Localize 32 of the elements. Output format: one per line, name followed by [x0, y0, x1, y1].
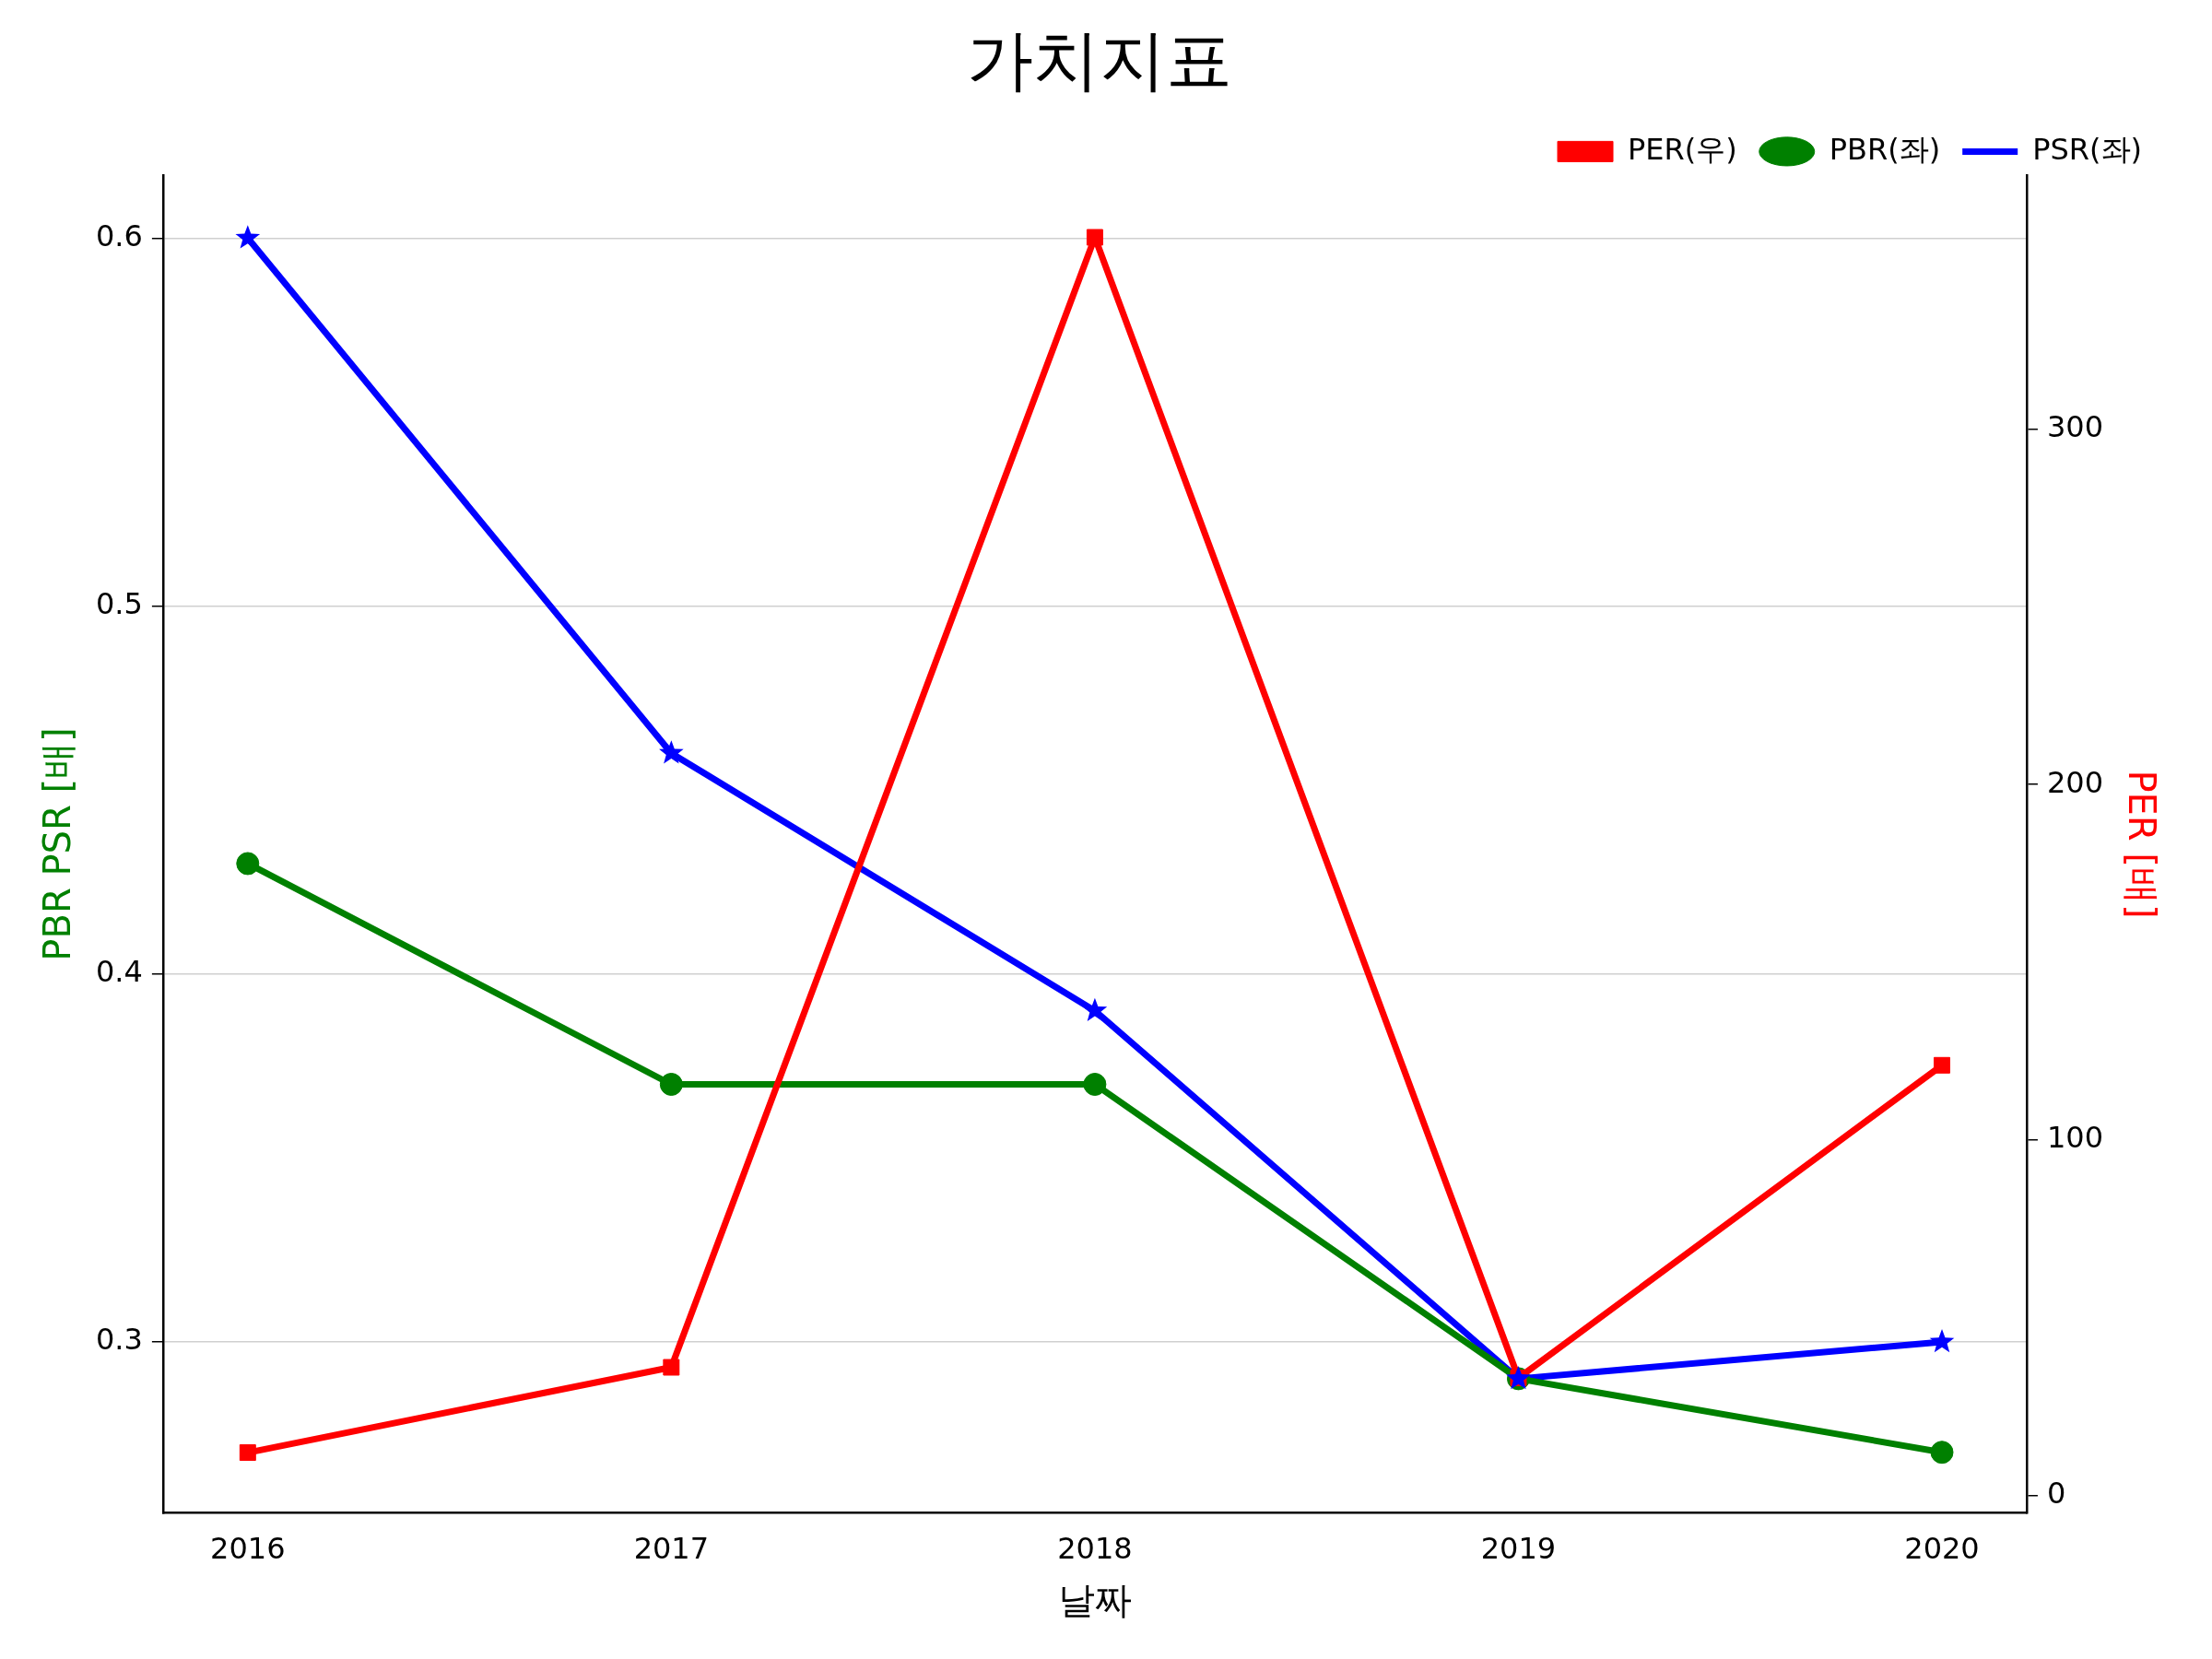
x-tick-label: 2019	[1480, 1531, 1557, 1567]
point	[659, 740, 684, 764]
y2-axis-title: PER [배]	[2120, 770, 2163, 919]
y2-tick-label: 0	[2046, 1475, 2066, 1511]
point	[239, 1444, 256, 1462]
point	[663, 1359, 680, 1376]
chart-title: 가치지표	[967, 20, 1232, 99]
y2-tick-label: 200	[2046, 764, 2103, 800]
point	[235, 225, 261, 249]
legend-label: PSR(좌)	[2032, 131, 2142, 167]
point	[1929, 1328, 1955, 1353]
legend-label: PBR(좌)	[1829, 131, 1941, 167]
x-tick-label: 2016	[210, 1531, 286, 1567]
point	[659, 1073, 683, 1096]
y2-tick-label: 300	[2046, 408, 2103, 444]
x-tick-label: 2017	[633, 1531, 710, 1567]
point	[1083, 1073, 1107, 1096]
point	[1934, 1056, 1950, 1074]
y-tick-label: 0.5	[96, 585, 143, 621]
x-tick-label: 2020	[1904, 1531, 1980, 1567]
point	[236, 852, 260, 876]
point	[1086, 229, 1103, 246]
y-tick-label: 0.3	[96, 1322, 143, 1358]
x-tick-label: 2018	[1057, 1531, 1133, 1567]
point	[1930, 1441, 1954, 1465]
y-tick-label: 0.4	[96, 954, 143, 990]
legend-label: PER(우)	[1628, 131, 1737, 167]
y-axis-title: PBR PSR [배]	[36, 727, 79, 961]
x-axis-title: 날짜	[1057, 1579, 1132, 1622]
y-tick-label: 0.6	[96, 218, 143, 253]
y2-tick-label: 100	[2046, 1120, 2103, 1156]
point	[1082, 997, 1108, 1021]
